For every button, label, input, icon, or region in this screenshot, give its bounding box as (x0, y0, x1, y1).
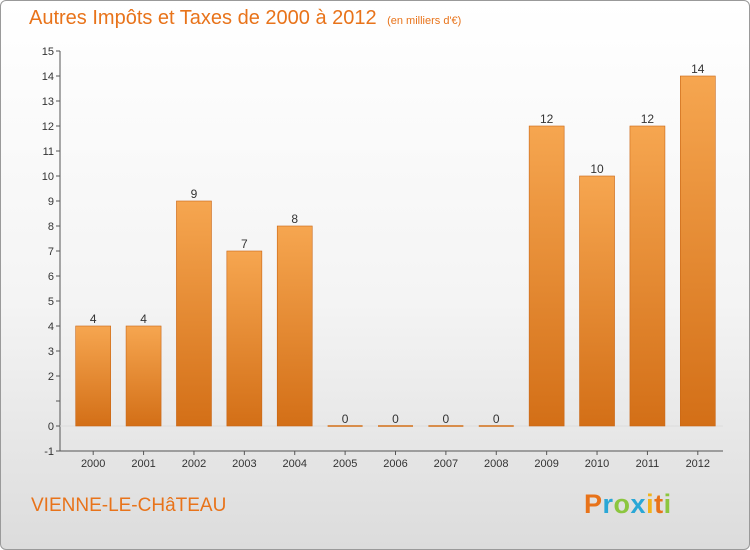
y-tick-label: 9 (48, 196, 54, 208)
y-tick-label: 14 (42, 71, 54, 83)
y-tick-label: 3 (48, 346, 54, 358)
data-label: 0 (443, 412, 450, 426)
x-tick-label: 2004 (282, 458, 306, 470)
x-tick-label: 2003 (232, 458, 256, 470)
bar[interactable] (579, 175, 615, 427)
data-label: 10 (590, 162, 604, 176)
data-label: 4 (90, 312, 97, 326)
bar[interactable] (629, 125, 666, 427)
x-tick-label: 2008 (484, 458, 508, 470)
data-label: 0 (392, 412, 399, 426)
bar[interactable] (226, 250, 263, 427)
title-unit: (en milliers d'€) (387, 15, 462, 27)
data-label: 4 (140, 312, 147, 326)
bar[interactable] (528, 125, 565, 427)
bar[interactable] (276, 225, 313, 427)
bar[interactable] (176, 200, 212, 427)
x-tick-label: 2011 (636, 458, 660, 470)
commune-name: VIENNE-LE-CHâTEAU (31, 495, 227, 516)
data-label: 14 (691, 62, 705, 76)
y-tick-label: 2 (48, 371, 54, 383)
data-label: 8 (291, 212, 298, 226)
bar[interactable] (75, 325, 111, 427)
y-tick-label: 4 (48, 321, 54, 333)
x-tick-label: 2010 (585, 458, 609, 470)
data-label: 12 (641, 112, 655, 126)
x-tick-label: 2001 (131, 458, 155, 470)
data-label: 0 (493, 412, 500, 426)
y-tick-label: 0 (48, 421, 54, 433)
proxiti-logo[interactable]: Proxiti (584, 489, 672, 519)
data-label: 7 (241, 237, 248, 251)
data-label: 0 (342, 412, 349, 426)
y-tick-label: 12 (42, 121, 54, 133)
y-tick-label: 6 (48, 271, 54, 283)
y-tick-label: 13 (42, 96, 54, 108)
x-tick-label: 2006 (383, 458, 407, 470)
bar[interactable] (680, 75, 716, 427)
y-tick-label: 5 (48, 296, 54, 308)
y-tick-label: 11 (43, 146, 54, 158)
x-tick-label: 2000 (81, 458, 105, 470)
x-tick-label: 2007 (434, 458, 458, 470)
x-tick-label: 2009 (534, 458, 558, 470)
x-tick-label: 2012 (686, 458, 710, 470)
data-label: 12 (540, 112, 554, 126)
title-main: Autres Impôts et Taxes de 2000 à 2012 (29, 7, 377, 29)
x-tick-label: 2005 (333, 458, 357, 470)
y-tick-label: 10 (42, 171, 54, 183)
y-tick-label: 15 (42, 46, 54, 58)
bar[interactable] (125, 325, 162, 427)
chart-title: Autres Impôts et Taxes de 2000 à 2012 (e… (29, 7, 461, 30)
y-tick-label: 7 (48, 246, 54, 258)
y-tick-label: -1 (44, 446, 54, 458)
data-label: 9 (191, 187, 198, 201)
x-tick-label: 2002 (182, 458, 206, 470)
y-tick-label: 8 (48, 221, 54, 233)
